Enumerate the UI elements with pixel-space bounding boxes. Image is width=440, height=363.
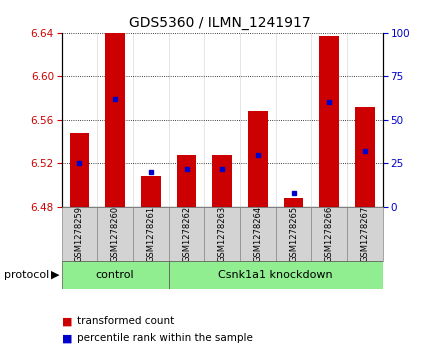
- Bar: [347, 207, 383, 261]
- Bar: [97, 207, 133, 261]
- Bar: [319, 36, 339, 207]
- Bar: [213, 155, 232, 207]
- Text: GSM1278264: GSM1278264: [253, 206, 262, 262]
- Text: GDS5360 / ILMN_1241917: GDS5360 / ILMN_1241917: [129, 16, 311, 30]
- Bar: [276, 207, 312, 261]
- Bar: [169, 261, 383, 289]
- Text: GSM1278259: GSM1278259: [75, 206, 84, 262]
- Text: percentile rank within the sample: percentile rank within the sample: [77, 333, 253, 343]
- Text: GSM1278263: GSM1278263: [218, 206, 227, 262]
- Bar: [355, 107, 375, 207]
- Bar: [284, 198, 304, 207]
- Text: GSM1278265: GSM1278265: [289, 206, 298, 262]
- Text: GSM1278261: GSM1278261: [147, 206, 155, 262]
- Text: Csnk1a1 knockdown: Csnk1a1 knockdown: [218, 270, 333, 280]
- Bar: [177, 155, 196, 207]
- Text: GSM1278260: GSM1278260: [110, 206, 120, 262]
- Bar: [240, 207, 276, 261]
- Text: GSM1278262: GSM1278262: [182, 206, 191, 262]
- Text: GSM1278266: GSM1278266: [325, 206, 334, 262]
- Bar: [141, 176, 161, 207]
- Text: control: control: [96, 270, 135, 280]
- Bar: [62, 207, 97, 261]
- Text: transformed count: transformed count: [77, 316, 174, 326]
- Text: GSM1278267: GSM1278267: [360, 206, 370, 262]
- Bar: [62, 261, 169, 289]
- Bar: [133, 207, 169, 261]
- Text: ▶: ▶: [51, 270, 59, 280]
- Bar: [312, 207, 347, 261]
- Text: ■: ■: [62, 316, 72, 326]
- Bar: [105, 32, 125, 207]
- Text: protocol: protocol: [4, 270, 50, 280]
- Bar: [248, 111, 268, 207]
- Bar: [204, 207, 240, 261]
- Text: ■: ■: [62, 333, 72, 343]
- Bar: [169, 207, 204, 261]
- Bar: [70, 133, 89, 207]
